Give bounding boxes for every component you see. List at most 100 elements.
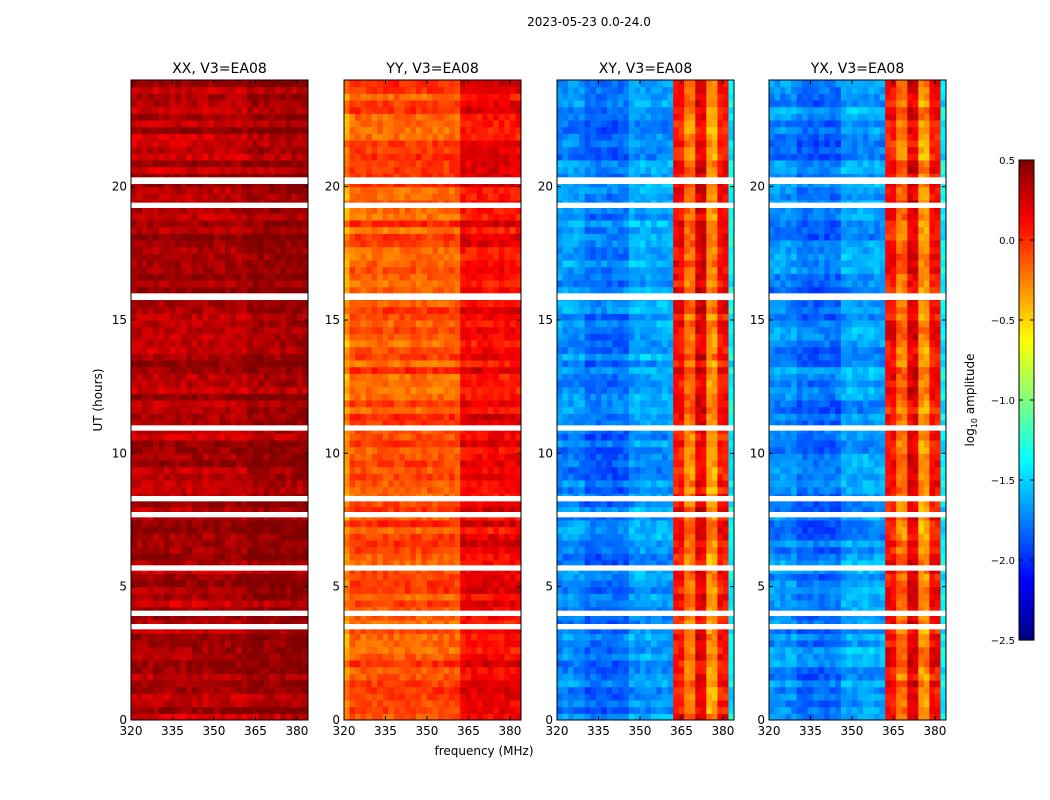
heatmap-cell [443,386,450,394]
heatmap-cell [487,633,494,641]
heatmap-cell [169,206,176,214]
heatmap-cell [427,666,433,674]
heatmap-cell [142,506,149,514]
heatmap-cell [186,400,193,408]
heatmap-cell [377,693,384,701]
heatmap-cell [302,560,309,568]
heatmap-cell [258,380,265,388]
heatmap-cell [349,700,356,708]
heatmap-cell [131,233,137,241]
heatmap-cell [197,673,204,681]
heatmap-cell [285,560,292,568]
heatmap-cell [142,393,149,401]
heatmap-cell [415,606,422,614]
heatmap-cell [164,93,171,101]
heatmap-cell [214,106,220,114]
heatmap-cell [427,693,433,701]
heatmap-cell [164,453,171,461]
heatmap-cell [360,546,367,554]
heatmap-cell [296,626,303,634]
heatmap-cell [197,666,204,674]
heatmap-cell [498,433,505,441]
heatmap-cell [465,573,472,581]
heatmap-cell [180,480,187,488]
heatmap-cell [142,153,149,161]
heatmap-cell [142,593,149,601]
heatmap-cell [404,533,411,541]
heatmap-cell [258,560,265,568]
heatmap-cell [285,466,292,474]
heatmap-cell [515,440,522,448]
heatmap-cell [399,526,406,534]
heatmap-cell [515,400,522,408]
heatmap-cell [421,446,428,454]
heatmap-cell [388,600,395,608]
heatmap-cell [214,186,220,194]
heatmap-cell [214,453,220,461]
heatmap-cell [197,86,204,94]
heatmap-cell [285,420,292,428]
heatmap-cell [302,286,309,294]
heatmap-cell [355,660,362,668]
heatmap-cell [438,626,444,634]
heatmap-cell [460,446,467,454]
heatmap-cell [302,586,309,594]
heatmap-cell [269,93,276,101]
heatmap-cell [482,693,489,701]
heatmap-cell [258,646,265,654]
heatmap-cell [296,386,303,394]
heatmap-cell [280,286,287,294]
heatmap-cell [366,446,373,454]
heatmap-cell [164,300,171,308]
heatmap-cell [147,80,154,88]
heatmap-cell [443,633,450,641]
heatmap-cell [393,480,400,488]
heatmap-cell [252,253,259,261]
heatmap-cell [280,506,287,514]
heatmap-cell [197,546,204,554]
heatmap-cell [142,233,149,241]
heatmap-cell [175,633,182,641]
heatmap-cell [269,306,276,314]
heatmap-cell [421,613,428,621]
heatmap-cell [355,440,362,448]
heatmap-cell [427,440,433,448]
heatmap-cell [493,586,500,594]
heatmap-cell [349,580,356,588]
heatmap-cell [291,466,298,474]
heatmap-cell [404,620,411,628]
heatmap-cell [349,653,356,661]
heatmap-cell [263,260,270,268]
heatmap-cell [142,340,149,348]
heatmap-cell [296,166,303,174]
heatmap-cell [230,220,237,228]
heatmap-cell [302,486,309,494]
heatmap-cell [214,140,220,148]
heatmap-cell [214,706,220,714]
heatmap-cell [360,673,367,681]
heatmap-cell [197,300,204,308]
heatmap-cell [504,666,511,674]
heatmap-cell [241,480,248,488]
heatmap-cell [515,533,522,541]
heatmap-cell [269,520,276,528]
heatmap-cell [269,113,276,121]
heatmap-cell [202,386,209,394]
heatmap-cell [432,546,439,554]
heatmap-cell [247,93,254,101]
heatmap-cell [197,486,204,494]
heatmap-cell [263,613,270,621]
heatmap-cell [355,693,362,701]
heatmap-cell [280,393,287,401]
heatmap-cell [236,366,243,374]
heatmap-cell [142,266,149,274]
heatmap-cell [214,266,220,274]
heatmap-cell [219,666,226,674]
heatmap-cell [219,166,226,174]
heatmap-cell [175,666,182,674]
heatmap-cell [302,320,309,328]
heatmap-cell [186,140,193,148]
heatmap-cell [344,406,350,414]
heatmap-cell [296,186,303,194]
heatmap-cell [366,520,373,528]
